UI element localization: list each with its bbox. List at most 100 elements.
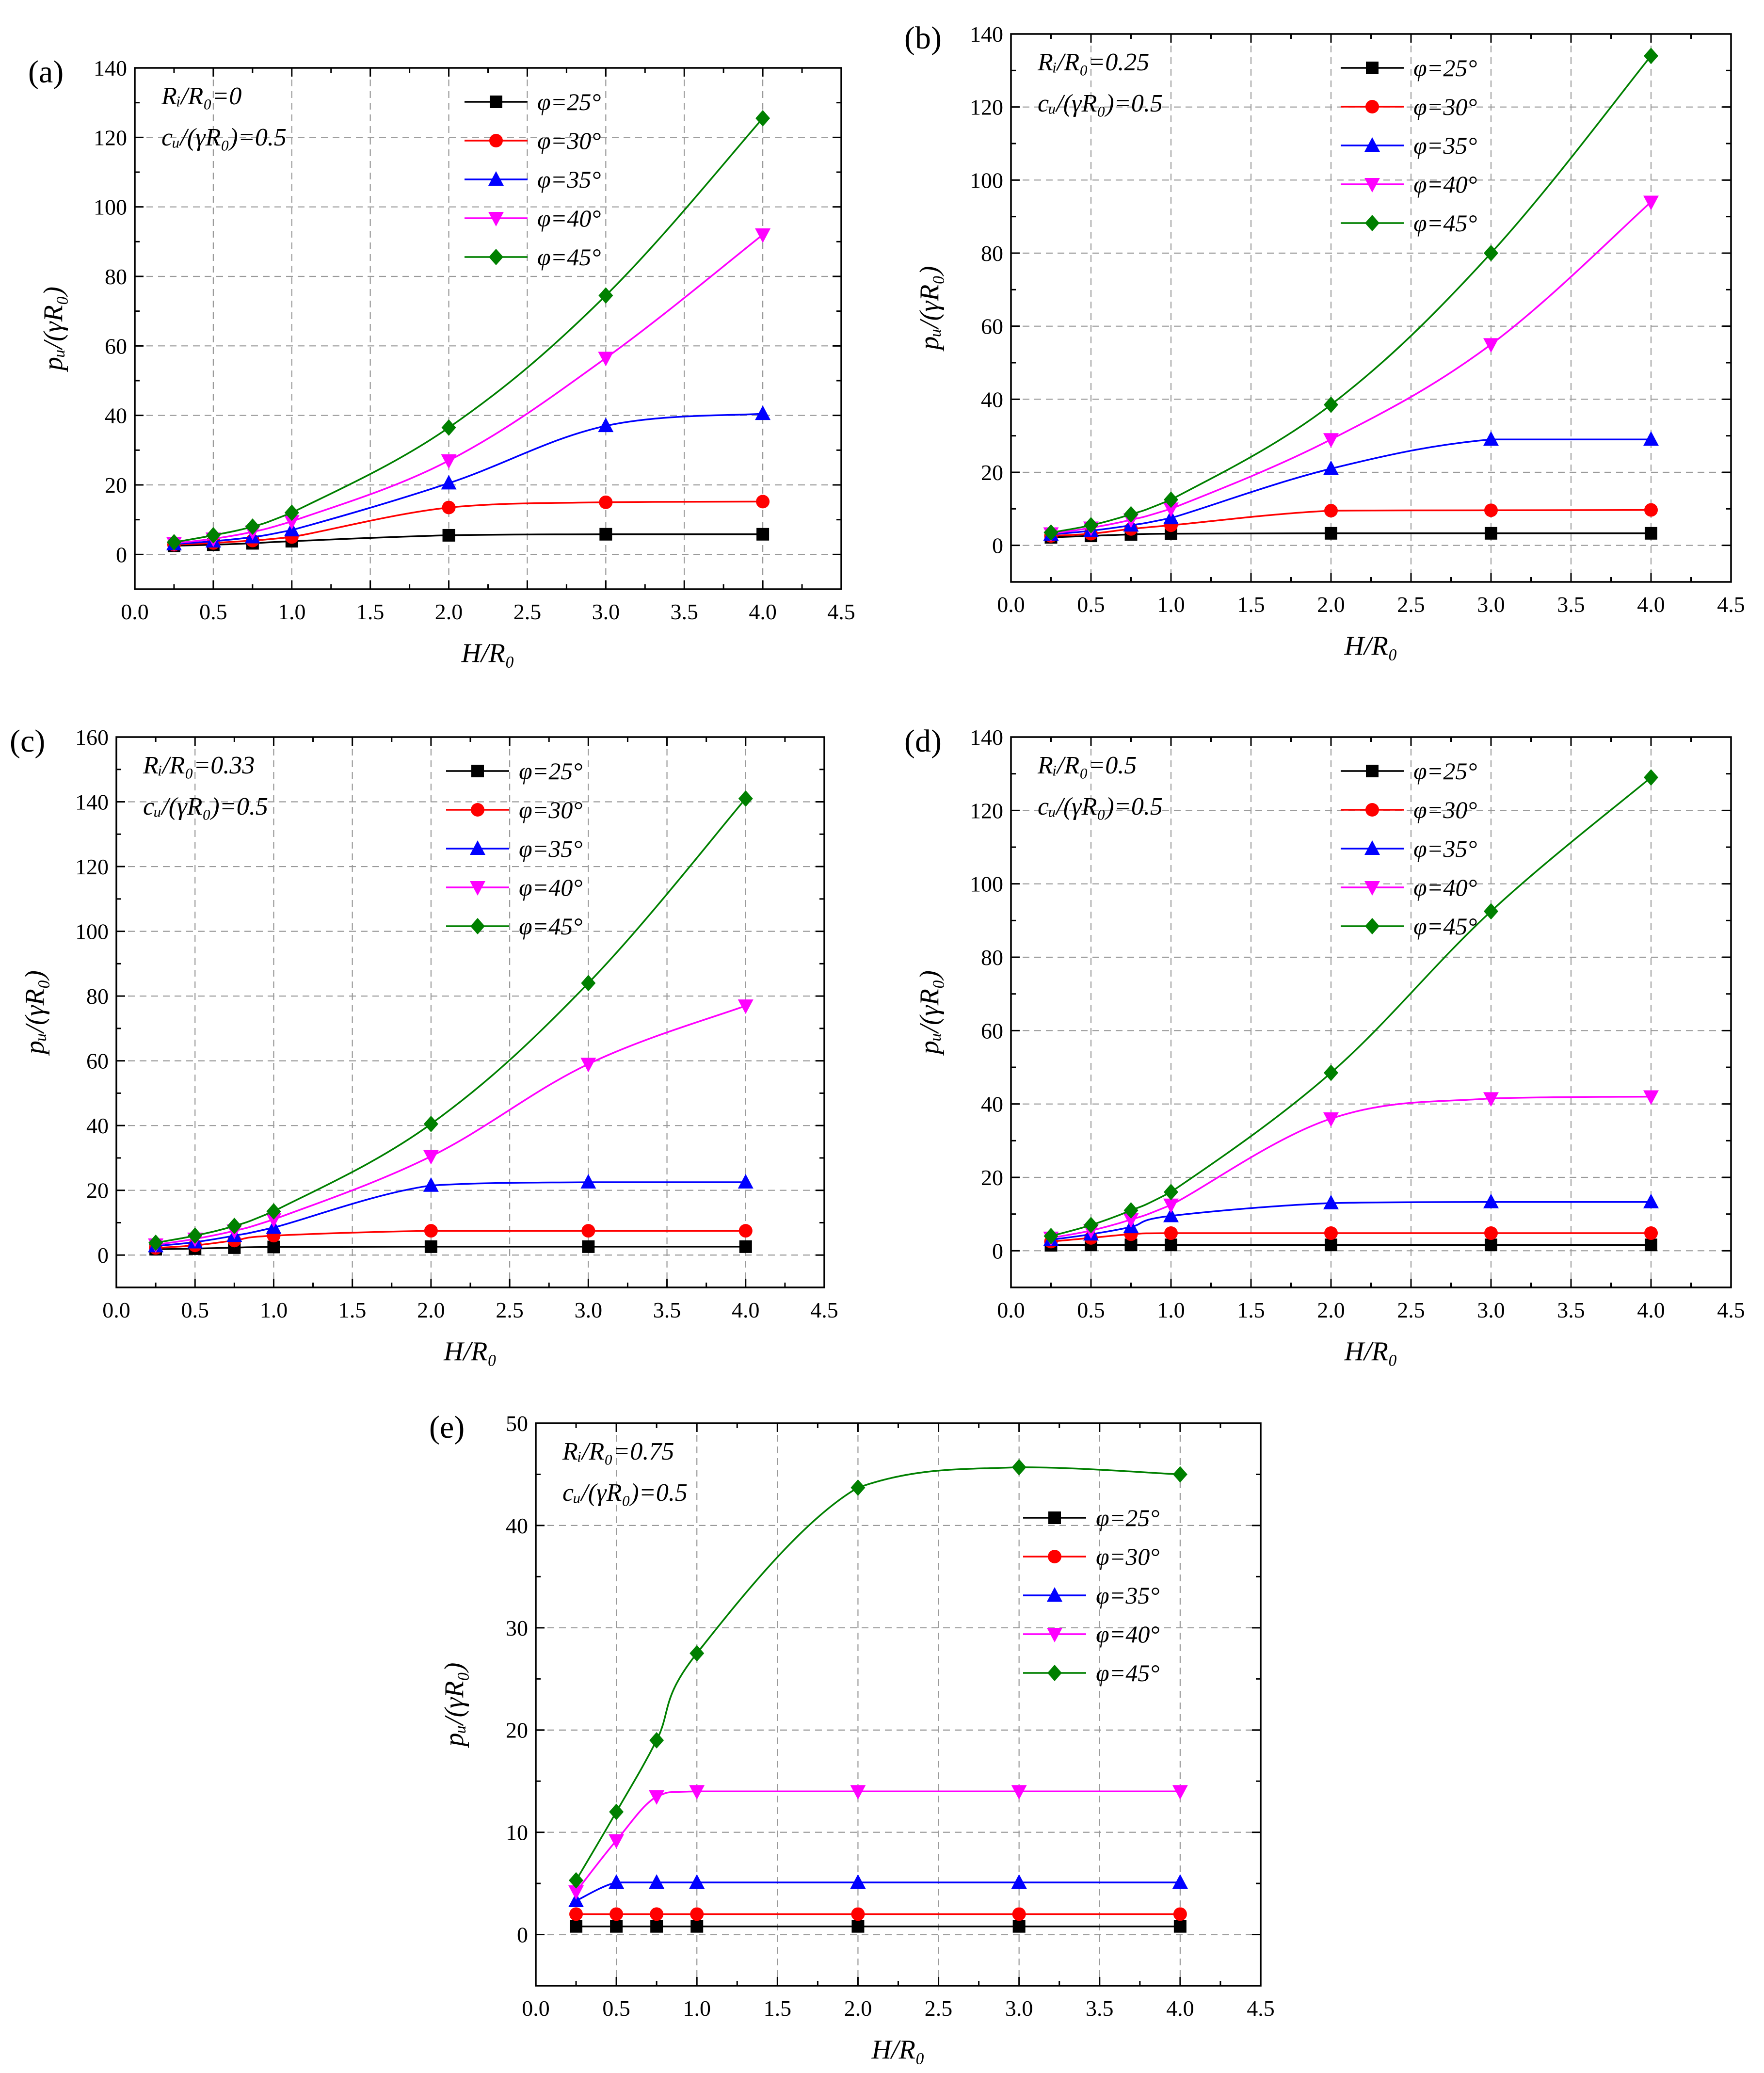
data-point [1123, 506, 1139, 523]
x-tick-label: 0.5 [199, 599, 227, 624]
y-tick-label: 140 [970, 22, 1003, 47]
x-tick-label: 3.5 [1557, 1298, 1585, 1322]
legend-label: φ=45° [1413, 913, 1477, 940]
y-tick-label: 80 [86, 984, 109, 1009]
data-point [1484, 1226, 1498, 1240]
x-tick-label: 3.5 [1086, 1996, 1114, 2021]
x-tick-label: 1.0 [278, 599, 306, 624]
data-point [1164, 1184, 1178, 1201]
legend-label: φ=45° [519, 913, 582, 940]
x-tick-label: 4.5 [810, 1298, 838, 1322]
data-point [690, 1907, 704, 1921]
x-tick-label: 0.5 [602, 1996, 630, 2021]
series-line [174, 533, 763, 547]
x-tick-label: 3.0 [592, 599, 620, 624]
x-axis-label: H/R₀ [443, 1336, 497, 1366]
data-point [1011, 1459, 1026, 1476]
data-point [850, 1785, 866, 1800]
x-tick-label: 4.0 [1637, 1298, 1665, 1322]
data-point [1084, 517, 1098, 534]
legend-marker [490, 96, 502, 108]
y-tick-label: 80 [981, 945, 1003, 970]
legend-label: φ=30° [1413, 796, 1477, 823]
data-point [1123, 1202, 1139, 1219]
data-point [755, 228, 771, 243]
cohesion-annotation: cᵤ/(γR₀)=0.5 [161, 124, 287, 151]
y-axis-label: pᵤ/(γR₀) [439, 1662, 469, 1748]
legend-marker [1364, 840, 1380, 855]
y-tick-label: 140 [970, 725, 1003, 750]
y-tick-label: 160 [75, 725, 109, 750]
x-tick-label: 2.5 [513, 599, 542, 624]
data-point [1011, 1785, 1027, 1800]
ratio-annotation: Rᵢ/R₀=0.5 [1037, 752, 1137, 779]
y-axis-label: pᵤ/(γR₀) [38, 287, 68, 372]
y-tick-label: 30 [506, 1616, 528, 1640]
data-point [568, 1885, 584, 1900]
chart-panel-d: 0.0 0.5 1.0 1.5 2.0 2.5 3.0 3.5 4.0 4.5 0 20 40 60 80 1… [904, 723, 1745, 1366]
data-point [442, 500, 456, 514]
data-point [1323, 1194, 1339, 1209]
x-tick-label: 0.5 [1077, 1298, 1105, 1322]
data-point [1173, 1920, 1187, 1933]
data-point [1483, 1193, 1499, 1208]
x-tick-label: 4.5 [1717, 1298, 1745, 1322]
legend: φ=25° φ=30° φ=35° φ=40° φ=45° [1341, 54, 1477, 237]
series-line [174, 500, 763, 546]
data-point [1163, 1207, 1179, 1222]
x-tick-label: 3.0 [1005, 1996, 1033, 2021]
series-line [174, 413, 763, 545]
y-tick-label: 0 [97, 1243, 109, 1268]
y-tick-label: 40 [981, 387, 1003, 412]
series-phi-45 [1043, 48, 1658, 541]
data-point [569, 1872, 584, 1889]
y-tick-label: 0 [992, 1238, 1003, 1263]
chart-panel-b: 0.0 0.5 1.0 1.5 2.0 2.5 3.0 3.5 4.0 4.5 0 20 40 60 80 1… [904, 20, 1745, 661]
x-tick-label: 0.0 [102, 1298, 130, 1322]
y-tick-label: 80 [105, 264, 127, 289]
data-point [1325, 527, 1337, 540]
y-tick-label: 120 [970, 798, 1003, 823]
data-point [1165, 1238, 1177, 1252]
data-point [1173, 1907, 1187, 1921]
data-point [1644, 503, 1658, 517]
data-point [738, 1224, 753, 1238]
legend-label: φ=25° [1413, 757, 1477, 785]
data-point [1485, 1238, 1497, 1252]
series-phi-25 [570, 1920, 1187, 1933]
y-tick-label: 60 [105, 334, 127, 358]
legend-label: φ=45° [1096, 1659, 1159, 1687]
y-tick-label: 0 [992, 533, 1003, 558]
x-tick-label: 2.5 [1397, 592, 1425, 617]
panel-label: (c) [10, 723, 45, 759]
legend-label: φ=25° [1096, 1504, 1159, 1531]
y-tick-label: 100 [94, 195, 127, 220]
cohesion-annotation: cᵤ/(γR₀)=0.5 [1038, 793, 1163, 820]
data-point [739, 1240, 752, 1253]
data-point [424, 1224, 438, 1238]
series-phi-30 [569, 1907, 1187, 1921]
legend-marker [471, 765, 484, 777]
data-point [738, 1174, 754, 1189]
x-tick-label: 1.5 [1237, 592, 1265, 617]
series-line [1051, 438, 1651, 535]
grid-lines [536, 1423, 1261, 1986]
legend-label: φ=35° [519, 835, 582, 862]
legend-marker [1364, 178, 1380, 193]
legend-label: φ=35° [1413, 132, 1477, 159]
data-point [1484, 503, 1498, 517]
legend-marker [1365, 803, 1379, 817]
y-tick-label: 10 [506, 1820, 528, 1845]
y-tick-label: 40 [506, 1513, 528, 1538]
legend-marker [1047, 1587, 1062, 1602]
series-phi-25 [1044, 1238, 1657, 1252]
data-point [1172, 1874, 1188, 1889]
data-point [649, 1790, 665, 1805]
x-tick-label: 4.5 [1717, 592, 1745, 617]
cohesion-annotation: cᵤ/(γR₀)=0.5 [1038, 90, 1163, 117]
y-tick-label: 50 [506, 1411, 528, 1436]
data-point [284, 504, 299, 521]
series-phi-45 [148, 790, 753, 1251]
data-point [1164, 1226, 1178, 1240]
